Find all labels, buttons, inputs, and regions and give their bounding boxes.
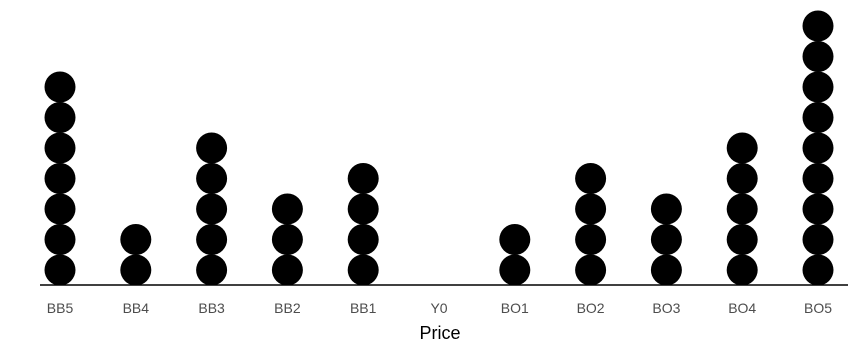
dot-bo4-1 [726,254,758,286]
dot-bo5-7 [802,71,834,103]
dot-bo1-2 [499,224,531,255]
dot-bb1-3 [347,193,379,225]
x-axis-title: Price [419,323,460,343]
dot-bo2-2 [575,224,607,255]
dot-bb3-4 [196,163,228,194]
dot-bo4-2 [726,224,758,255]
dot-bb2-1 [271,254,303,286]
dot-bo3-2 [650,224,682,255]
dot-bo2-1 [575,254,607,286]
dot-bb3-2 [196,224,228,255]
x-tick-label-bb2: BB2 [274,300,301,316]
dot-bb5-7 [44,71,76,103]
x-tick-label-bb3: BB3 [198,300,225,316]
dot-bb4-1 [120,254,152,286]
dot-bo4-3 [726,193,758,225]
x-tick-label-bb5: BB5 [47,300,74,316]
dot-bo3-3 [650,193,682,225]
dot-bo4-5 [726,132,758,164]
dot-bb5-1 [44,254,76,286]
dot-bo2-3 [575,193,607,225]
dot-bb5-5 [44,132,76,164]
dot-bo3-1 [650,254,682,286]
dot-bb5-4 [44,163,76,194]
x-tick-label-bo1: BO1 [501,300,529,316]
dot-bo5-8 [802,41,834,72]
dot-bb3-1 [196,254,228,286]
dot-bb1-1 [347,254,379,286]
dot-bo5-6 [802,102,834,133]
dot-bo2-4 [575,163,607,194]
dot-bb2-2 [271,224,303,255]
x-tick-label-bo4: BO4 [728,300,756,316]
x-tick-label-bo3: BO3 [652,300,680,316]
dot-bb5-3 [44,193,76,225]
x-tick-label-y0: Y0 [430,300,447,316]
dot-bo1-1 [499,254,531,286]
dot-bo5-4 [802,163,834,194]
x-tick-label-bo2: BO2 [577,300,605,316]
dots-layer [44,10,834,286]
dot-bo5-9 [802,10,834,42]
dot-bb5-6 [44,102,76,133]
x-tick-label-bo5: BO5 [804,300,832,316]
dot-bo4-4 [726,163,758,194]
dot-bb2-3 [271,193,303,225]
x-tick-labels: BB5 BB4 BB3 BB2 BB1 Y0 BO1 BO2 BO3 BO4 BO5 [47,300,832,316]
x-tick-label-bb1: BB1 [350,300,377,316]
dot-bb5-2 [44,224,76,255]
dot-bo5-3 [802,193,834,225]
dot-bb1-4 [347,163,379,194]
dot-bo5-1 [802,254,834,286]
dot-bb3-3 [196,193,228,225]
dot-bb3-5 [196,132,228,164]
dot-bb1-2 [347,224,379,255]
x-tick-label-bb4: BB4 [123,300,150,316]
dot-bb4-2 [120,224,152,255]
dot-bo5-5 [802,132,834,164]
dot-bo5-2 [802,224,834,255]
